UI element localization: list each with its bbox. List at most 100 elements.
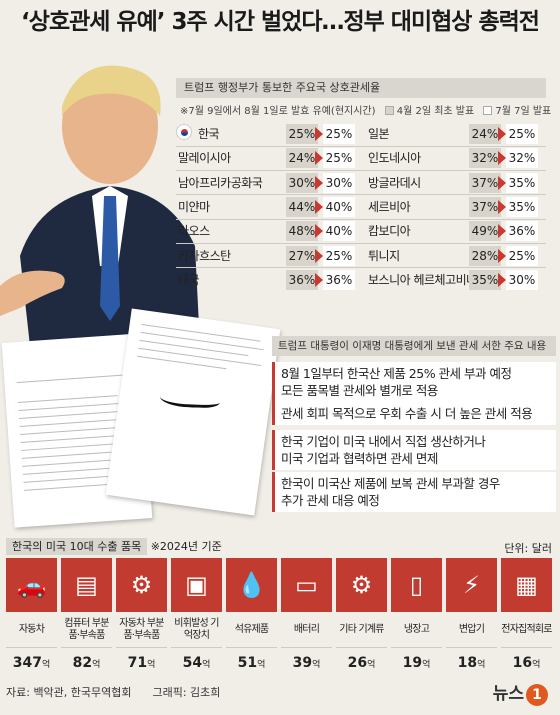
arrow-right-icon [315, 151, 323, 166]
arrow-right-icon [498, 248, 506, 263]
export-item-value-group: 39억 [281, 648, 332, 678]
arrow-right-icon [498, 224, 506, 239]
new-rate: 25% [323, 124, 355, 144]
export-item-value-group: 18억 [446, 648, 497, 678]
letter-point: 관세 회피 목적으로 우회 수출 시 더 높은 관세 적용 [272, 402, 556, 425]
export-item-name: 기타 기계류 [336, 612, 387, 648]
letter-point-line2: 모든 품목별 관세와 별개로 적용 [281, 383, 438, 398]
letter-point-line2: 추가 관세 대응 예정 [281, 493, 380, 508]
old-rate: 32% [469, 148, 501, 169]
export-item-unit: 억 [202, 660, 211, 670]
tariff-row: 캄보디아 49% 36% [366, 221, 551, 242]
export-item-unit: 억 [422, 660, 431, 670]
country-name: 라오스 [178, 224, 210, 239]
gear-wheel-icon: ⚙ [116, 558, 167, 612]
export-item: ⚙ 자동차 부분품·부속품 71억 [116, 558, 167, 678]
export-item-name: 전자집적회로 [501, 612, 553, 648]
new-rate: 25% [506, 124, 538, 144]
legend-old-swatch [384, 106, 394, 115]
export-item-name: 자동차 [6, 612, 57, 648]
power-tower-icon: ⚡ [446, 558, 497, 612]
tariff-row: 한국 25% 25% [176, 124, 361, 144]
exports-heading-group: 한국의 미국 10대 수출 품목 ※2024년 기준 [6, 538, 222, 555]
arrow-right-icon [498, 175, 506, 190]
new-rate: 25% [323, 148, 355, 169]
tariff-row: 방글라데시 37% 35% [366, 172, 551, 193]
export-item: 💧 석유제품 51억 [226, 558, 277, 678]
legend-new-label: 7월 7일 발표 [495, 106, 552, 117]
server-icon: ▤ [61, 558, 112, 612]
row-divider [176, 145, 546, 147]
car-icon: 🚗 [6, 558, 57, 612]
new-rate: 25% [323, 245, 355, 266]
exports-unit: 단위: 달러 [504, 542, 552, 555]
letter-page-front [105, 308, 281, 516]
arrow-right-icon [498, 127, 506, 141]
country-name: 태국 [178, 272, 200, 287]
legend-new-swatch [483, 106, 493, 115]
tariff-row: 세르비아 37% 35% [366, 196, 551, 217]
new-rate: 25% [506, 245, 538, 266]
korea-flag-icon [176, 124, 192, 140]
arrow-right-icon [315, 199, 323, 214]
tariff-panel-heading: 트럼프 행정부가 통보한 주요국 상호관세율 [176, 78, 546, 98]
legend-old-label: 4월 2일 최초 발표 [396, 106, 475, 117]
new-rate: 30% [506, 269, 538, 290]
tariff-row: 카자흐스탄 27% 25% [176, 245, 361, 266]
old-rate: 37% [469, 172, 501, 193]
gears-icon: ⚙ [336, 558, 387, 612]
row-divider [176, 170, 546, 172]
export-item: ▦ 전자집적회로 16억 [501, 558, 553, 678]
export-item-name: 냉장고 [391, 612, 442, 648]
export-item: 🚗 자동차 347억 [6, 558, 57, 678]
country-name: 캄보디아 [368, 224, 411, 239]
source-text: 자료: 백악관, 한국무역협회 [6, 686, 132, 699]
new-rate: 40% [323, 196, 355, 217]
tariff-legend: ※7월 9일에서 8월 1일로 발효 유예(현지시간) 4월 2일 최초 발표 … [180, 102, 560, 117]
old-rate: 48% [286, 221, 318, 242]
exports-basis: ※2024년 기준 [150, 540, 222, 553]
old-rate: 44% [286, 196, 318, 217]
export-item-name: 자동차 부분품·부속품 [116, 612, 167, 648]
page-title: ‘상호관세 유예’ 3주 시간 벌었다…정부 대미협상 총력전 [21, 9, 540, 35]
old-rate: 35% [469, 269, 501, 290]
export-item-name: 비휘발성 기억장치 [171, 612, 222, 648]
export-item-unit: 억 [92, 660, 101, 670]
battery-icon: ▭ [281, 558, 332, 612]
arrow-right-icon [315, 127, 323, 141]
letter-point-line1: 8월 1일부터 한국산 제품 25% 관세 부과 예정 [281, 366, 512, 381]
export-item: ▣ 비휘발성 기억장치 54억 [171, 558, 222, 678]
oil-drop-icon: 💧 [226, 558, 277, 612]
export-item-value-group: 82억 [61, 648, 112, 678]
exports-heading: 한국의 미국 10대 수출 품목 [6, 538, 148, 555]
export-item: ⚡ 변압기 18억 [446, 558, 497, 678]
old-rate: 30% [286, 172, 318, 193]
logo-text: 뉴스 [492, 684, 524, 704]
new-rate: 35% [506, 196, 538, 217]
export-item: ▤ 컴퓨터 부분품·부속품 82억 [61, 558, 112, 678]
old-rate: 24% [469, 124, 501, 144]
logo-badge: 1 [526, 684, 548, 706]
country-name: 한국 [198, 127, 220, 141]
chip-icon: ▦ [501, 558, 552, 612]
country-name: 말레이시아 [178, 151, 231, 166]
export-item-unit: 억 [367, 660, 376, 670]
export-item-unit: 억 [41, 660, 51, 670]
export-item-unit: 억 [532, 660, 541, 670]
new-rate: 36% [506, 221, 538, 242]
export-item-value: 71 [127, 655, 148, 671]
country-name: 방글라데시 [368, 175, 421, 190]
export-item-value: 39 [292, 655, 313, 671]
letter-point-line2: 미국 기업과 협력하면 관세 면제 [281, 451, 438, 466]
new-rate: 35% [506, 172, 538, 193]
export-item-value: 26 [347, 655, 368, 671]
arrow-right-icon [315, 175, 323, 190]
cpu-icon: ▣ [171, 558, 222, 612]
row-divider [176, 218, 546, 220]
old-rate: 28% [469, 245, 501, 266]
old-rate: 25% [286, 124, 318, 144]
letter-point-line1: 한국이 미국산 제품에 보복 관세 부과할 경우 [281, 476, 500, 491]
export-item-value: 16 [512, 655, 533, 671]
new-rate: 30% [323, 172, 355, 193]
export-item-value-group: 26억 [336, 648, 387, 678]
